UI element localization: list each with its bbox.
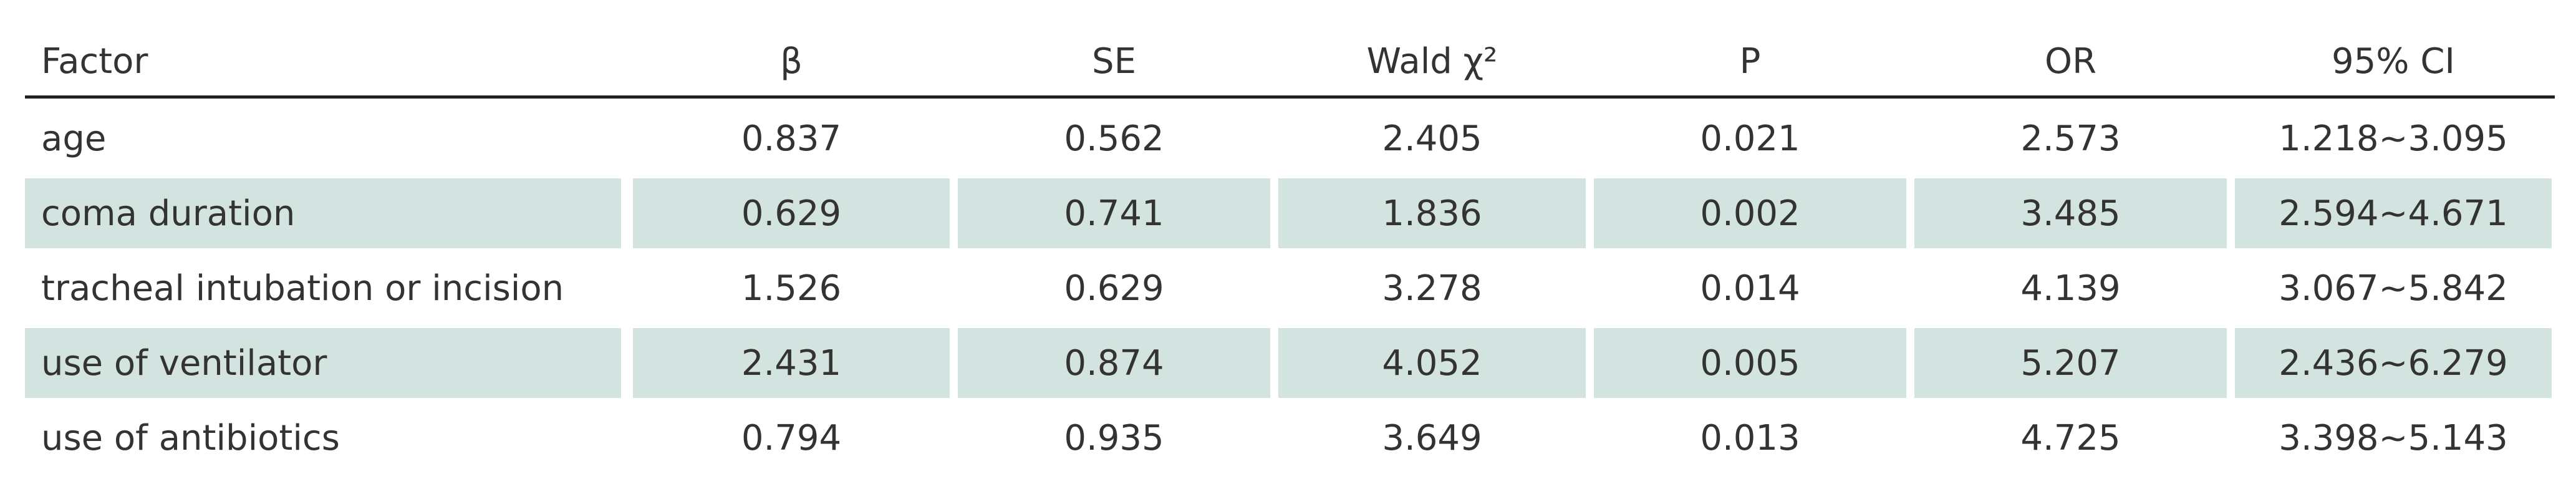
value-cell: 2.594~4.671: [2235, 178, 2552, 248]
value-cell: 2.436~6.279: [2235, 328, 2552, 398]
value-cell: 2.431: [633, 328, 950, 398]
value-cell: 3.278: [1382, 268, 1482, 309]
header-cell: P: [1739, 41, 1761, 82]
header-cell: Wald χ²: [1366, 41, 1498, 82]
value-cell: 5.207: [1914, 328, 2227, 398]
value-cell: 2.573: [2020, 118, 2121, 159]
value-cell: 4.052: [1278, 328, 1586, 398]
header-cell: β: [780, 41, 803, 82]
factor-cell: use of ventilator: [25, 328, 621, 398]
value-cell: 3.485: [1914, 178, 2227, 248]
value-cell: 1.836: [1278, 178, 1586, 248]
value-cell: 0.629: [1064, 268, 1164, 309]
value-cell: 0.741: [958, 178, 1270, 248]
value-cell: 4.725: [2020, 417, 2121, 458]
value-cell: 0.874: [958, 328, 1270, 398]
value-cell: 3.067~5.842: [2279, 268, 2508, 309]
header-rule: [25, 95, 2555, 99]
value-cell: 0.002: [1594, 178, 1906, 248]
header-cell: SE: [1092, 41, 1136, 82]
value-cell: 0.935: [1064, 417, 1164, 458]
header-cell: OR: [2045, 41, 2096, 82]
value-cell: 0.837: [741, 118, 842, 159]
value-cell: 0.021: [1700, 118, 1800, 159]
value-cell: 0.794: [741, 417, 842, 458]
value-cell: 1.218~3.095: [2279, 118, 2508, 159]
value-cell: 3.649: [1382, 417, 1482, 458]
value-cell: 0.013: [1700, 417, 1800, 458]
value-cell: 0.005: [1594, 328, 1906, 398]
value-cell: 0.014: [1700, 268, 1800, 309]
header-cell: Factor: [41, 41, 148, 82]
value-cell: 2.405: [1382, 118, 1482, 159]
factor-cell: use of antibiotics: [41, 417, 340, 458]
value-cell: 0.562: [1064, 118, 1164, 159]
value-cell: 1.526: [741, 268, 842, 309]
value-cell: 0.629: [633, 178, 950, 248]
factor-cell: coma duration: [25, 178, 621, 248]
factor-cell: age: [41, 118, 107, 159]
value-cell: 4.139: [2020, 268, 2121, 309]
factor-cell: tracheal intubation or incision: [41, 268, 564, 309]
value-cell: 3.398~5.143: [2279, 417, 2508, 458]
header-cell: 95% CI: [2332, 41, 2455, 82]
